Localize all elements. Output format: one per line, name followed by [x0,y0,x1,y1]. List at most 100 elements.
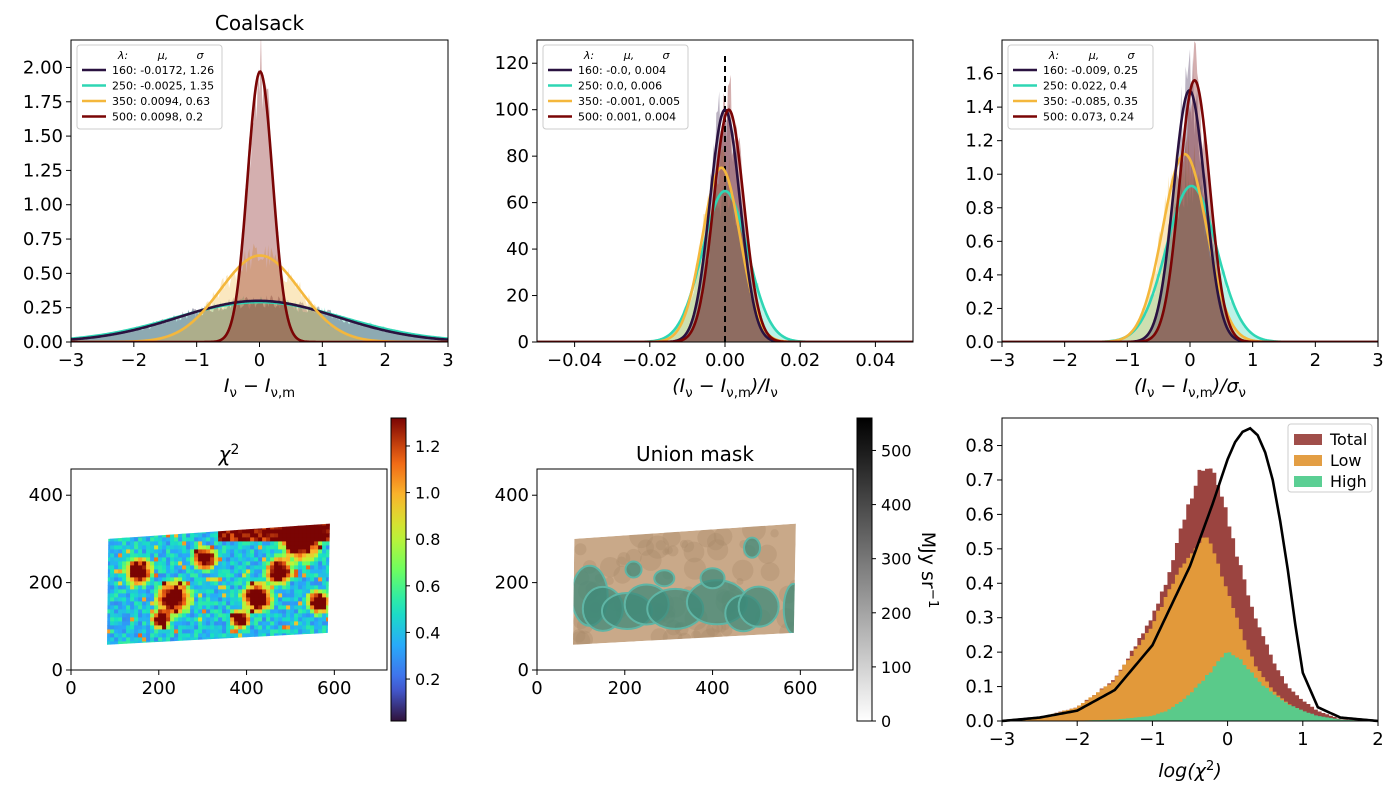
histogram-500 [1002,41,1378,342]
pixel [154,525,159,530]
pixel [230,641,235,645]
legend-label: 160: -0.0172, 1.26 [112,64,214,77]
pixel [230,523,235,526]
pixel [134,601,139,606]
pixel [250,525,255,530]
pixel [218,629,223,634]
pixel [202,557,207,562]
pixel [166,561,171,566]
pixel [186,523,191,526]
pixel [166,605,171,610]
pixel [310,585,315,590]
pixel [294,585,299,590]
pixel [250,523,255,526]
pixel [122,597,127,602]
pixel [210,637,215,642]
pixel [246,557,251,562]
pixel [286,597,291,602]
pixel [238,637,243,642]
pixel [118,593,123,598]
pixel [214,561,219,566]
pixel [282,565,287,570]
pixel [318,585,323,590]
pixel [178,541,183,546]
pixel [290,593,295,598]
pixel [278,581,283,586]
pixel [266,545,271,550]
text-part: ) [1212,760,1221,782]
colorbar-tick-label: 1.0 [415,484,440,503]
pixel [294,545,299,550]
pixel [266,633,271,638]
x-axis-label: (Iν − Iν,m)/σν [1134,375,1246,401]
pixel [198,597,203,602]
pixel [266,529,271,534]
pixel [298,577,303,582]
pixel [174,645,178,649]
colorbar-tick-label: 1.2 [415,437,440,456]
pixel [234,613,239,618]
pixel [226,569,231,574]
pixel [322,549,327,554]
pixel [210,533,215,538]
pixel [318,625,323,630]
pixel [118,569,123,574]
pixel [294,641,299,645]
pixel [150,589,155,594]
pixel [198,565,203,570]
pixel [118,597,123,602]
pixel [250,629,255,634]
legend-label: 250: -0.0025, 1.35 [112,80,214,93]
pixel [242,523,247,526]
pixel [242,593,247,598]
pixel [178,597,183,602]
pixel [270,629,275,634]
pixel [246,633,251,638]
pixel [114,585,119,590]
pixel [107,593,111,598]
pixel [230,593,235,598]
pixel [206,549,211,554]
pixel [178,593,183,598]
pixel [246,593,251,598]
pixel [258,637,263,642]
pixel [198,585,203,590]
pixel [130,537,135,542]
pixel [154,549,159,554]
pixel [178,617,183,622]
texture-spot [732,559,754,582]
pixel [222,569,227,574]
pixel [134,605,139,610]
pixel [174,569,179,574]
pixel [166,645,170,649]
pixel [262,533,267,538]
pixel [130,613,135,618]
pixel [310,633,315,638]
pixel [302,617,307,622]
pixel [294,537,299,542]
y-tick-label: 0.8 [965,436,994,457]
colorbar-tick-label: 400 [881,496,912,515]
pixel [266,573,271,578]
pixel [218,545,223,550]
pixel [186,529,191,534]
pixel [114,641,119,645]
pixel [234,561,239,566]
pixel [130,561,135,566]
histogram-350 [1002,127,1378,342]
pixel [174,593,179,598]
pixel [166,573,171,578]
pixel [114,557,119,562]
pixel [194,609,199,614]
pixel [206,573,211,578]
pixel [154,561,159,566]
pixel [282,537,287,542]
pixel [274,625,279,630]
pixel [198,625,203,630]
pixel [118,537,123,542]
pixel [230,561,235,566]
pixel [170,565,175,570]
pixel [198,577,203,582]
pixel [110,561,115,566]
pixel [270,525,275,530]
